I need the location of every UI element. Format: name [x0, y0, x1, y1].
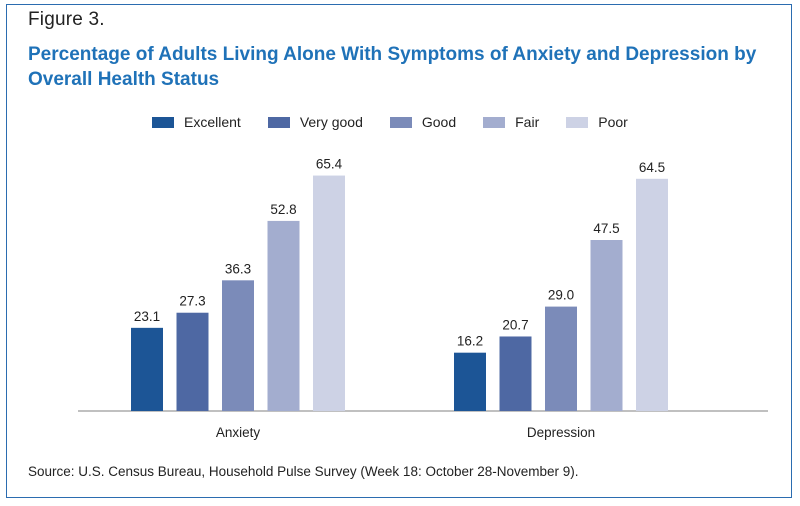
value-label-depression-good: 29.0 [548, 288, 574, 303]
legend-item-excellent: Excellent [152, 114, 241, 130]
legend-item-very-good: Very good [267, 114, 363, 130]
bar-depression-excellent [454, 352, 486, 411]
legend-label-excellent: Excellent [184, 114, 241, 130]
bar-anxiety-very-good [176, 312, 209, 411]
bar-depression-very-good [499, 336, 532, 411]
value-label-depression-excellent: 16.2 [457, 334, 483, 349]
value-label-depression-very-good: 20.7 [502, 317, 528, 332]
legend: Excellent Very good Good Fair Poor [152, 114, 655, 130]
bar-depression-good [545, 306, 577, 411]
legend-item-fair: Fair [483, 114, 539, 130]
legend-label-very-good: Very good [299, 114, 363, 130]
legend-label-fair: Fair [515, 114, 540, 130]
legend-swatch-very-good [267, 116, 290, 128]
bar-depression-poor [636, 178, 668, 411]
x-tick-label-anxiety: Anxiety [216, 425, 261, 440]
legend-swatch-poor [566, 116, 589, 128]
figure-label: Figure 3. [28, 9, 105, 30]
bar-anxiety-excellent [131, 327, 163, 411]
legend-item-good: Good [389, 114, 457, 130]
value-label-depression-fair: 47.5 [593, 221, 619, 236]
legend-swatch-excellent [152, 116, 174, 128]
bar-anxiety-good [222, 280, 254, 411]
value-label-anxiety-fair: 52.8 [270, 202, 296, 217]
value-label-anxiety-excellent: 23.1 [134, 309, 160, 324]
legend-label-poor: Poor [598, 114, 628, 130]
bar-anxiety-poor [313, 175, 345, 411]
bar-anxiety-fair [267, 220, 300, 411]
source-note: Source: U.S. Census Bureau, Household Pu… [28, 464, 579, 479]
value-label-anxiety-very-good: 27.3 [179, 294, 205, 309]
value-label-depression-poor: 64.5 [639, 160, 665, 175]
value-label-anxiety-good: 36.3 [225, 261, 251, 276]
legend-label-good: Good [421, 114, 457, 130]
value-label-anxiety-poor: 65.4 [316, 157, 343, 172]
legend-swatch-good [389, 116, 412, 128]
legend-item-poor: Poor [566, 114, 628, 130]
x-tick-label-depression: Depression [527, 425, 595, 440]
legend-swatch-fair [483, 116, 506, 128]
chart-title: Percentage of Adults Living Alone With S… [28, 44, 757, 90]
bar-depression-fair [590, 240, 623, 411]
